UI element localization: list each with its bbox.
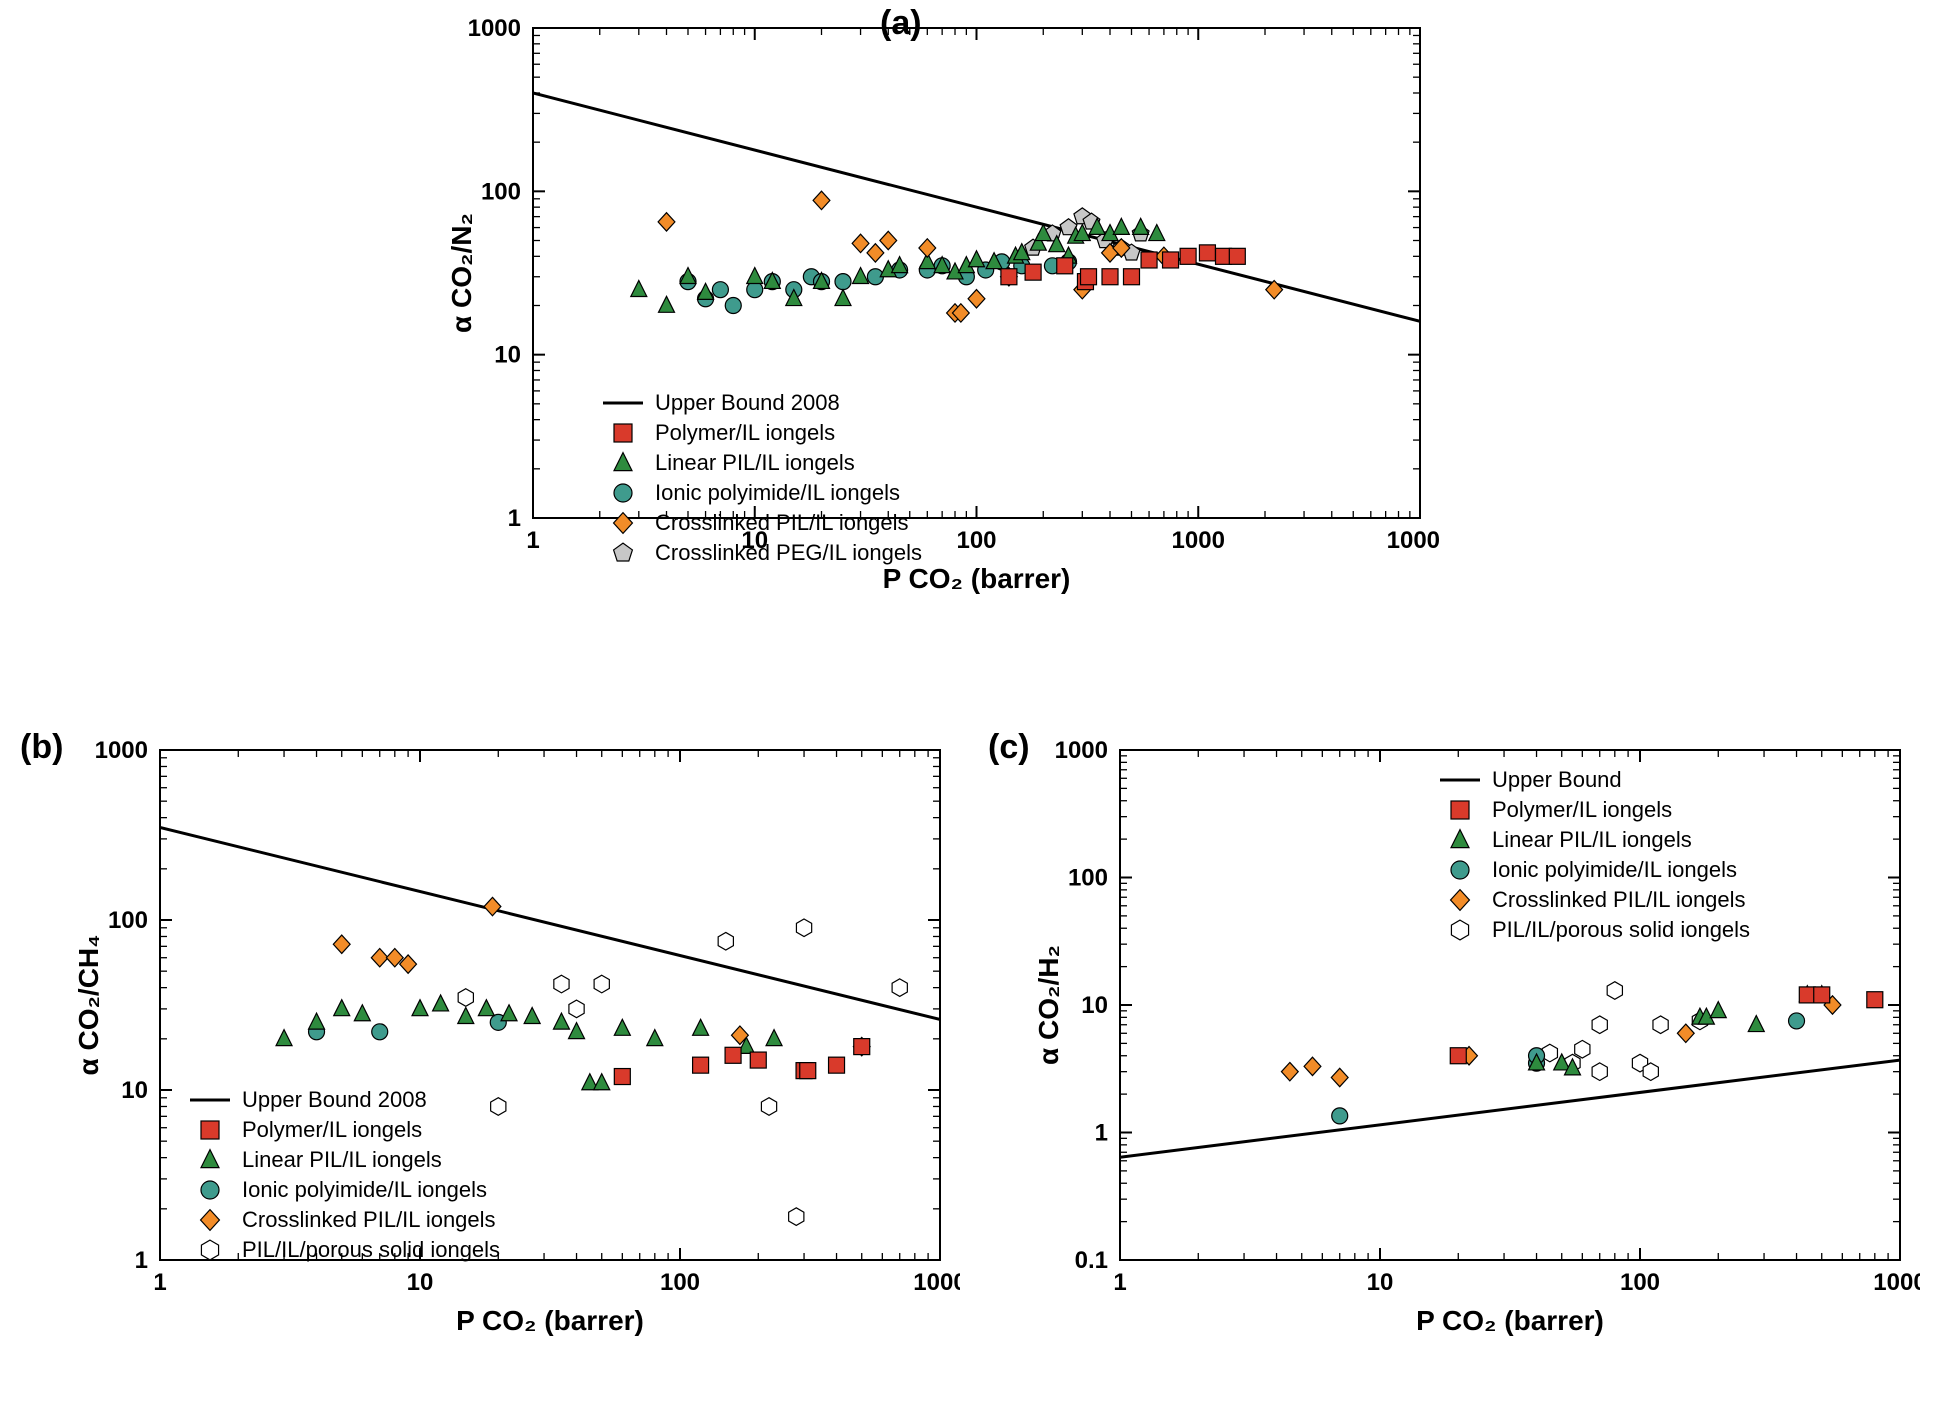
svg-text:Polymer/IL iongels: Polymer/IL iongels (655, 420, 835, 445)
figure-page: (a) (b) (c) 1101001000100001101001000P C… (0, 0, 1959, 1427)
svg-text:P CO₂ (barrer): P CO₂ (barrer) (1416, 1305, 1604, 1336)
panel-label-b: (b) (20, 728, 63, 767)
svg-text:10: 10 (407, 1269, 434, 1296)
svg-text:Linear PIL/IL iongels: Linear PIL/IL iongels (1492, 827, 1692, 852)
svg-text:Ionic polyimide/IL iongels: Ionic polyimide/IL iongels (242, 1177, 487, 1202)
svg-text:100: 100 (660, 1269, 700, 1296)
svg-text:1: 1 (1113, 1269, 1126, 1296)
svg-text:100: 100 (1620, 1269, 1660, 1296)
svg-text:Ionic polyimide/IL iongels: Ionic polyimide/IL iongels (1492, 857, 1737, 882)
svg-text:1: 1 (153, 1269, 166, 1296)
svg-text:10: 10 (1081, 992, 1108, 1019)
svg-text:Upper Bound 2008: Upper Bound 2008 (655, 390, 840, 415)
svg-text:100: 100 (1068, 865, 1108, 892)
svg-text:Linear PIL/IL iongels: Linear PIL/IL iongels (655, 450, 855, 475)
svg-text:0.1: 0.1 (1075, 1247, 1108, 1274)
svg-text:α CO₂/H₂: α CO₂/H₂ (1033, 945, 1064, 1065)
svg-text:Ionic polyimide/IL iongels: Ionic polyimide/IL iongels (655, 480, 900, 505)
svg-text:Polymer/IL iongels: Polymer/IL iongels (242, 1117, 422, 1142)
svg-text:Linear PIL/IL iongels: Linear PIL/IL iongels (242, 1147, 442, 1172)
svg-text:100: 100 (108, 907, 148, 934)
svg-text:Crosslinked PEG/IL iongels: Crosslinked PEG/IL iongels (655, 540, 922, 565)
svg-text:1000: 1000 (95, 737, 148, 764)
svg-text:10: 10 (494, 342, 521, 369)
svg-text:Upper Bound 2008: Upper Bound 2008 (242, 1087, 427, 1112)
svg-text:10: 10 (1367, 1269, 1394, 1296)
svg-text:1000: 1000 (1873, 1269, 1920, 1296)
svg-text:10: 10 (121, 1077, 148, 1104)
svg-text:1000: 1000 (1172, 527, 1225, 554)
chart-b: 1 10 100 1000 1 10 100 1000 P CO₂ (barrer) α CO₂/… (60, 730, 960, 1350)
svg-text:Crosslinked PIL/IL iongels: Crosslinked PIL/IL iongels (1492, 887, 1746, 912)
svg-text:1: 1 (526, 527, 539, 554)
svg-text:1: 1 (135, 1247, 148, 1274)
svg-text:1: 1 (1095, 1120, 1108, 1147)
svg-text:1000: 1000 (468, 15, 521, 42)
svg-text:α CO₂/CH₄: α CO₂/CH₄ (73, 935, 104, 1076)
svg-text:P CO₂ (barrer): P CO₂ (barrer) (456, 1305, 644, 1336)
chart-c: 11010010000.11101001000P CO₂ (barrer)α C… (1020, 730, 1920, 1350)
svg-text:Crosslinked PIL/IL iongels: Crosslinked PIL/IL iongels (655, 510, 909, 535)
svg-text:10000: 10000 (1387, 527, 1440, 554)
svg-text:100: 100 (481, 178, 521, 205)
svg-text:Polymer/IL iongels: Polymer/IL iongels (1492, 797, 1672, 822)
svg-text:α CO₂/N₂: α CO₂/N₂ (446, 213, 477, 333)
svg-text:Crosslinked PIL/IL iongels: Crosslinked PIL/IL iongels (242, 1207, 496, 1232)
svg-text:PIL/IL/porous solid iongels: PIL/IL/porous solid iongels (1492, 917, 1750, 942)
svg-text:1000: 1000 (1055, 737, 1108, 764)
svg-text:Upper Bound: Upper Bound (1492, 767, 1622, 792)
svg-text:PIL/IL/porous solid iongels: PIL/IL/porous solid iongels (242, 1237, 500, 1262)
svg-text:P CO₂ (barrer): P CO₂ (barrer) (883, 563, 1071, 594)
svg-text:1000: 1000 (913, 1269, 960, 1296)
chart-a: 1101001000100001101001000P CO₂ (barrer)α… (433, 8, 1440, 608)
svg-text:100: 100 (956, 527, 996, 554)
svg-text:1: 1 (508, 505, 521, 532)
